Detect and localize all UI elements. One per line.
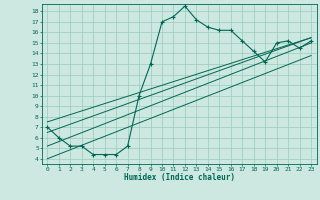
X-axis label: Humidex (Indice chaleur): Humidex (Indice chaleur)	[124, 173, 235, 182]
